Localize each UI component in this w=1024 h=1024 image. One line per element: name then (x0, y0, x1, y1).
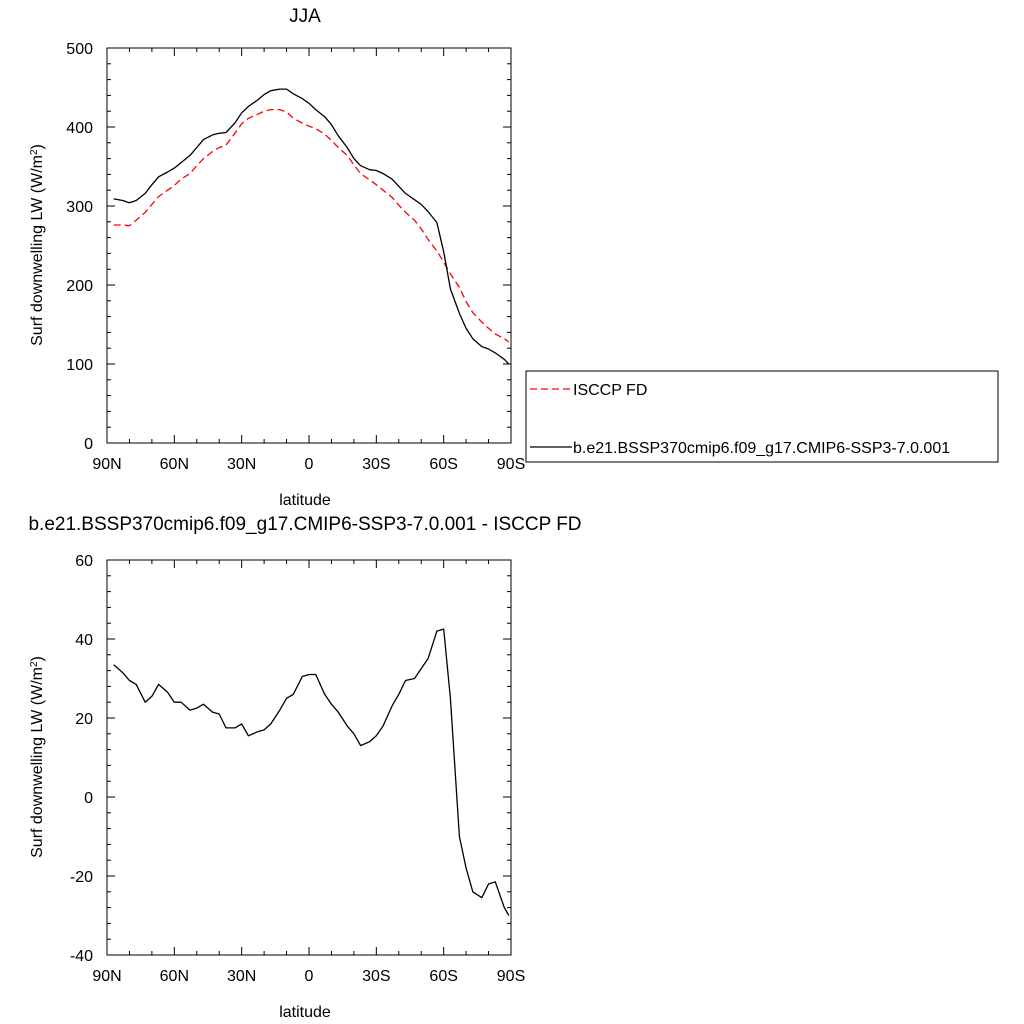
x-tick-label: 60N (160, 456, 189, 473)
y-tick-label: 0 (84, 790, 93, 807)
y-tick-label: -40 (70, 948, 93, 965)
y-axis-label: Surf downwelling LW (W/m2) (29, 144, 47, 346)
y-tick-label: 40 (75, 632, 93, 649)
x-tick-label: 90N (92, 456, 121, 473)
y-tick-label: 200 (66, 278, 93, 295)
x-tick-label: 90S (497, 456, 525, 473)
series-line-1 (113, 88, 510, 365)
y-tick-label: 300 (66, 199, 93, 216)
series-line-0 (113, 108, 510, 343)
x-tick-label: 30N (227, 968, 256, 985)
x-tick-label: 30S (362, 968, 390, 985)
chart-title: JJA (289, 6, 321, 27)
legend: ISCCP FD b.e21.BSSP370cmip6.f09_g17.CMIP… (525, 370, 999, 463)
series-line-0 (113, 628, 510, 916)
y-tick-label: 60 (75, 553, 93, 570)
legend-entry-isccp: ISCCP FD (573, 382, 647, 399)
x-tick-label: 0 (305, 968, 314, 985)
x-tick-label: 60N (160, 968, 189, 985)
legend-box (525, 370, 999, 463)
plot-frame (106, 47, 512, 444)
y-tick-label: 0 (84, 436, 93, 453)
y-tick-label: 400 (66, 120, 93, 137)
y-tick-label: 20 (75, 711, 93, 728)
x-axis-label: latitude (279, 1004, 331, 1021)
x-tick-label: 60S (429, 968, 457, 985)
x-tick-label: 90N (92, 968, 121, 985)
y-tick-label: -20 (70, 869, 93, 886)
y-axis-label: Surf downwelling LW (W/m2) (29, 656, 47, 858)
y-tick-label: 500 (66, 41, 93, 58)
x-tick-label: 30S (362, 456, 390, 473)
y-tick-label: 100 (66, 357, 93, 374)
x-tick-label: 0 (305, 456, 314, 473)
x-tick-label: 90S (497, 968, 525, 985)
plot-frame (106, 559, 512, 956)
x-axis-label: latitude (279, 492, 331, 509)
chart-title: b.e21.BSSP370cmip6.f09_g17.CMIP6-SSP3-7.… (28, 514, 581, 535)
chart-panel-bottom: b.e21.BSSP370cmip6.f09_g17.CMIP6-SSP3-7.… (28, 514, 581, 1021)
legend-entry-model: b.e21.BSSP370cmip6.f09_g17.CMIP6-SSP3-7.… (573, 440, 950, 457)
x-tick-label: 30N (227, 456, 256, 473)
x-tick-label: 60S (429, 456, 457, 473)
